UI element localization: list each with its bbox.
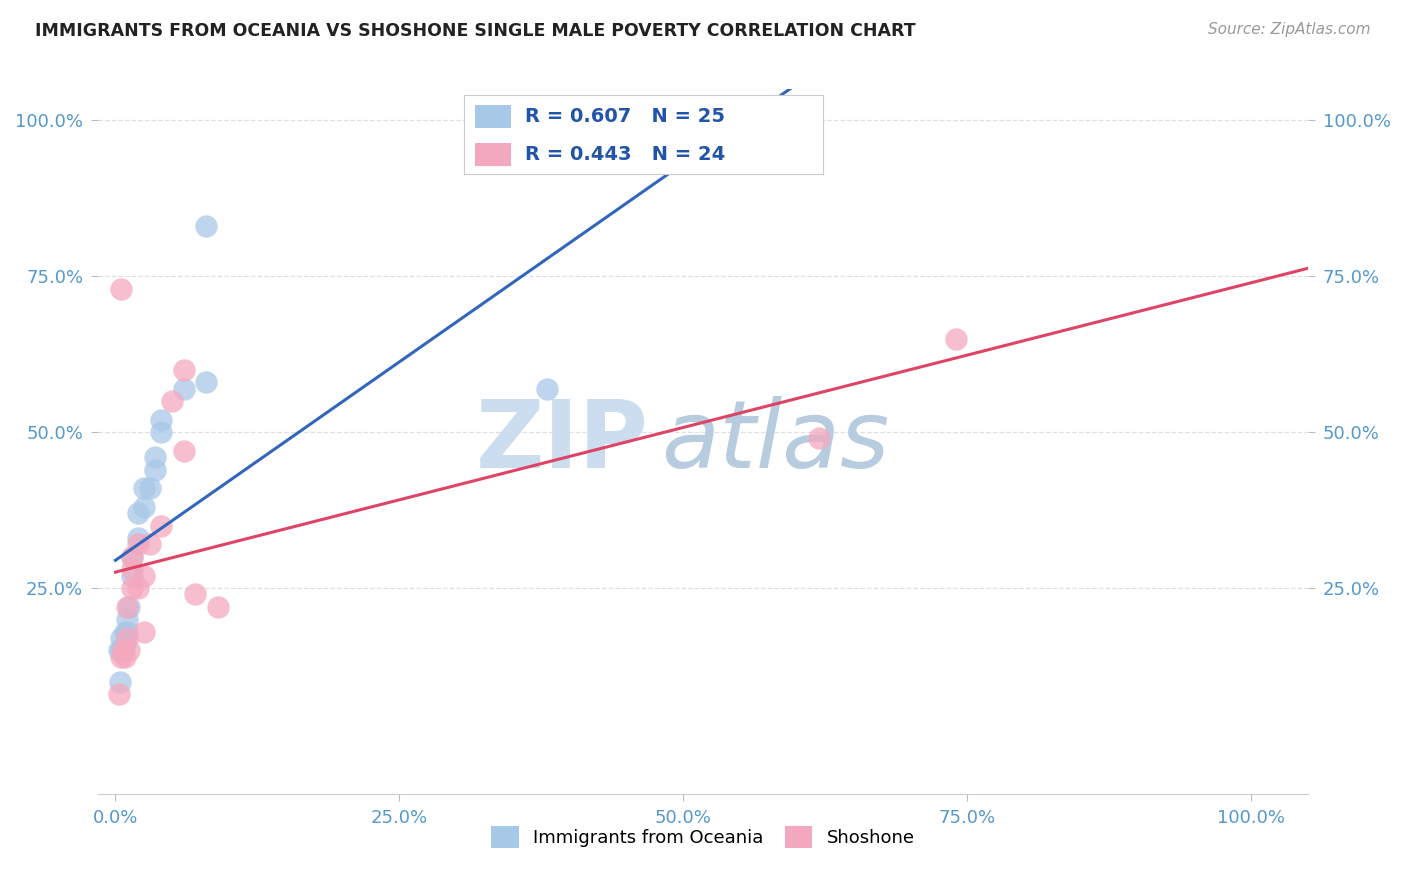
Point — [536, 382, 558, 396]
Text: R = 0.607   N = 25: R = 0.607 N = 25 — [524, 107, 725, 126]
Point — [110, 643, 132, 657]
Point — [110, 282, 132, 296]
Text: ZIP: ZIP — [475, 395, 648, 488]
Point — [108, 687, 131, 701]
Point — [108, 643, 131, 657]
Point — [808, 432, 831, 446]
Point — [127, 537, 149, 551]
Point — [108, 674, 131, 689]
Point — [132, 500, 155, 514]
Point — [110, 649, 132, 664]
Point — [149, 413, 172, 427]
Point — [132, 481, 155, 495]
Point — [112, 643, 135, 657]
Point — [149, 518, 172, 533]
Point — [115, 631, 138, 645]
Point — [207, 599, 229, 614]
Point — [115, 599, 138, 614]
Point — [195, 376, 218, 390]
Point — [127, 531, 149, 545]
Point — [143, 450, 166, 464]
Point — [118, 643, 141, 657]
FancyBboxPatch shape — [475, 105, 510, 128]
Point — [195, 219, 218, 234]
Point — [173, 443, 195, 458]
Point — [138, 481, 160, 495]
Point — [112, 643, 135, 657]
Point — [127, 506, 149, 520]
Point — [114, 624, 136, 639]
Point — [110, 631, 132, 645]
Text: Source: ZipAtlas.com: Source: ZipAtlas.com — [1208, 22, 1371, 37]
Point — [118, 599, 141, 614]
Point — [160, 394, 183, 409]
Point — [149, 425, 172, 440]
Point — [121, 549, 143, 564]
Text: atlas: atlas — [661, 396, 889, 487]
Point — [127, 581, 149, 595]
Point — [173, 382, 195, 396]
Text: IMMIGRANTS FROM OCEANIA VS SHOSHONE SINGLE MALE POVERTY CORRELATION CHART: IMMIGRANTS FROM OCEANIA VS SHOSHONE SING… — [35, 22, 915, 40]
Point — [114, 649, 136, 664]
Point — [115, 612, 138, 626]
Point — [945, 332, 967, 346]
Legend: Immigrants from Oceania, Shoshone: Immigrants from Oceania, Shoshone — [484, 819, 922, 855]
Point — [143, 462, 166, 476]
Point — [121, 568, 143, 582]
Point — [132, 568, 155, 582]
Text: R = 0.443   N = 24: R = 0.443 N = 24 — [524, 145, 725, 164]
Point — [121, 562, 143, 576]
Point — [173, 363, 195, 377]
Point — [115, 624, 138, 639]
FancyBboxPatch shape — [475, 143, 510, 166]
Point — [114, 637, 136, 651]
Point — [184, 587, 207, 601]
Point — [132, 624, 155, 639]
Point — [121, 549, 143, 564]
Point — [138, 537, 160, 551]
Point — [121, 581, 143, 595]
